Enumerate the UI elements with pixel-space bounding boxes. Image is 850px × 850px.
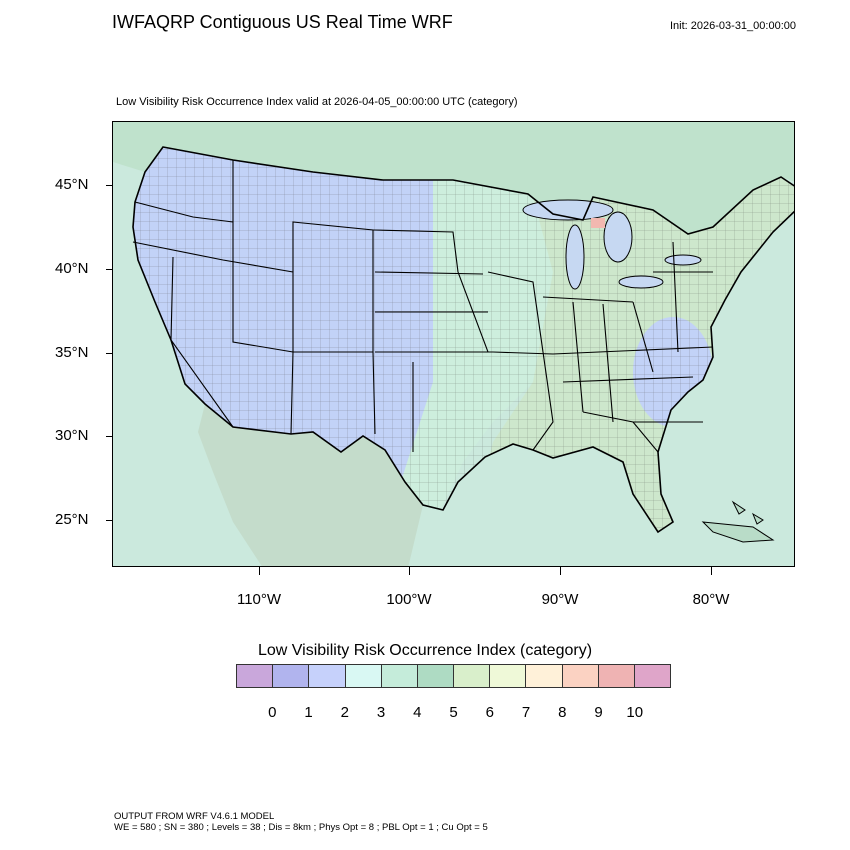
legend-swatch (634, 665, 671, 687)
model-info-line-1: OUTPUT FROM WRF V4.6.1 MODEL (114, 811, 275, 822)
state-boundaries (132, 160, 714, 453)
mexico (198, 404, 423, 566)
legend-swatch (309, 665, 346, 687)
legend-swatch (526, 665, 563, 687)
legend-label: 1 (304, 704, 313, 721)
canada (113, 122, 794, 234)
legend-swatch (490, 665, 527, 687)
lat-label-25: 25°N (55, 511, 89, 528)
legend-title: Low Visibility Risk Occurrence Index (ca… (257, 642, 593, 659)
lon-label-90: 90°W (541, 591, 579, 608)
lon-tick-90 (560, 567, 561, 575)
legend-swatch (454, 665, 491, 687)
legend-label: 6 (485, 704, 494, 721)
legend-label: 2 (340, 704, 349, 721)
lat-label-40: 40°N (55, 260, 89, 277)
legend-label: 4 (413, 704, 422, 721)
legend-swatch (598, 665, 635, 687)
legend-label: 9 (594, 704, 603, 721)
lake-superior (522, 199, 614, 221)
legend-swatch (417, 665, 455, 687)
init-time: Init: 2026-03-31_00:00:00 (670, 20, 796, 32)
legend-label: 0 (268, 704, 277, 721)
lon-tick-100 (409, 567, 410, 575)
lon-label-80: 80°W (692, 591, 730, 608)
conus-map (113, 122, 794, 566)
lon-tick-80 (711, 567, 712, 575)
lake-erie (618, 275, 664, 289)
lat-tick-40 (106, 269, 112, 270)
map-frame (112, 121, 795, 567)
hotspot-upper-michigan (591, 218, 605, 228)
legend-swatch (345, 665, 382, 687)
lon-tick-110 (259, 567, 260, 575)
legend-label: 8 (558, 704, 567, 721)
lat-label-30: 30°N (55, 427, 89, 444)
legend-label: 3 (376, 704, 386, 721)
lake-michigan (565, 224, 585, 290)
legend-label: 10 (626, 704, 644, 721)
lat-label-35: 35°N (55, 344, 89, 361)
map-title: Low Visibility Risk Occurrence Index val… (116, 96, 518, 108)
page-title: IWFAQRP Contiguous US Real Time WRF (112, 12, 453, 32)
legend-swatch (237, 665, 274, 687)
legend-swatch (562, 665, 599, 687)
lon-label-110: 110°W (236, 591, 282, 608)
lat-tick-35 (106, 353, 112, 354)
legend-swatch (381, 665, 418, 687)
model-info-line-2: WE = 580 ; SN = 380 ; Levels = 38 ; Dis … (114, 822, 488, 833)
caribbean-islands (701, 500, 775, 543)
legend-label: 7 (521, 704, 531, 721)
model-info: OUTPUT FROM WRF V4.6.1 MODEL WE = 580 ; … (114, 811, 488, 833)
lake-huron (603, 211, 633, 263)
lat-tick-25 (106, 520, 112, 521)
lon-label-100: 100°W (386, 591, 432, 608)
lat-label-45: 45°N (55, 176, 89, 193)
lat-tick-30 (106, 436, 112, 437)
legend-label: 5 (449, 704, 458, 721)
lake-ontario (664, 254, 702, 266)
lat-tick-45 (106, 185, 112, 186)
legend-bar (236, 664, 671, 688)
legend-swatch (273, 665, 310, 687)
